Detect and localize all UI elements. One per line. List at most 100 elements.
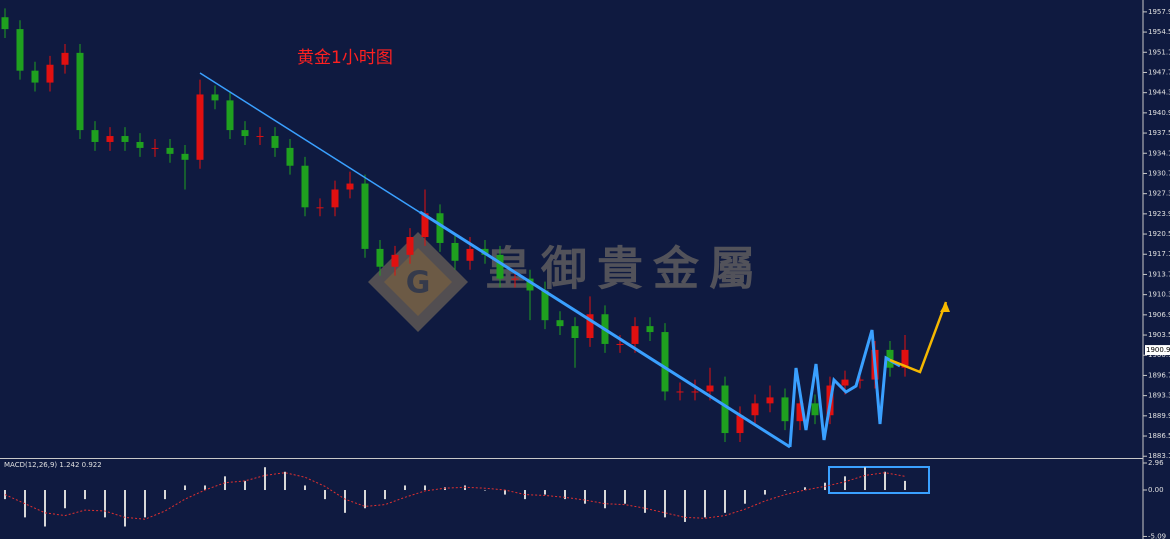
macd-bar — [644, 490, 646, 513]
macd-bar — [184, 485, 186, 491]
y-tick-label: 1944.30 — [1148, 89, 1170, 97]
macd-bar — [504, 490, 506, 495]
macd-highlight — [828, 466, 930, 494]
candle-body — [781, 397, 789, 422]
macd-bar — [684, 490, 686, 522]
macd-bar — [624, 490, 626, 504]
macd-bar — [884, 471, 886, 491]
annotations — [199, 72, 950, 494]
candle-body — [736, 415, 744, 434]
macd-bar — [64, 490, 66, 509]
y-tick-label: 2.96 — [1148, 459, 1164, 467]
candle-body — [91, 130, 99, 142]
y-tick-label: 1889.90 — [1148, 412, 1170, 420]
candle-body — [61, 52, 69, 65]
candle-body — [121, 136, 129, 142]
macd-bar — [124, 490, 126, 527]
candle-body — [31, 70, 39, 83]
candle-body — [256, 136, 264, 138]
candle-body — [241, 130, 249, 137]
y-tick-label: 1886.50 — [1148, 432, 1170, 440]
y-tick-label: 1913.70 — [1148, 270, 1170, 278]
macd-bar — [204, 485, 206, 491]
macd-bar — [664, 490, 666, 518]
candle-body — [706, 385, 714, 392]
y-tick-label: 1923.90 — [1148, 210, 1170, 218]
macd-bar — [344, 490, 346, 513]
candle-body — [331, 189, 339, 208]
y-tick-label: 1893.30 — [1148, 392, 1170, 400]
y-tick-label: -5.09 — [1148, 532, 1166, 539]
macd-bar — [564, 490, 566, 500]
y-tick-label: 1920.50 — [1148, 230, 1170, 238]
candle-body — [556, 320, 564, 327]
candle-body — [796, 403, 804, 422]
chart-title: 黄金1小时图 — [297, 48, 393, 68]
candle-body — [496, 254, 504, 279]
candle-body — [151, 147, 159, 149]
candle-body — [421, 213, 429, 238]
candle-body — [106, 136, 114, 142]
price-tag-label: 1900.97 — [1146, 346, 1170, 354]
macd-bar — [104, 490, 106, 518]
macd-bar — [164, 490, 166, 500]
macd-bar — [304, 485, 306, 491]
macd-bar — [544, 490, 546, 495]
y-tick-label: 1947.70 — [1148, 68, 1170, 76]
candle-body — [616, 343, 624, 345]
macd-bar — [424, 485, 426, 491]
macd-bar — [804, 487, 806, 491]
macd-bar — [764, 490, 766, 495]
y-tick-label: 1900.10 — [1148, 351, 1170, 359]
y-tick-label: 1940.90 — [1148, 109, 1170, 117]
candle-body — [721, 385, 729, 434]
candle-body — [436, 213, 444, 243]
y-tick-label: 1954.50 — [1148, 28, 1170, 36]
candle-body — [766, 397, 774, 404]
y-tick-label: 1896.70 — [1148, 371, 1170, 379]
candle-body — [346, 183, 354, 190]
candle-body — [631, 326, 639, 344]
candle-body — [181, 153, 189, 160]
y-tick-label: 1903.50 — [1148, 331, 1170, 339]
forecast-arrow — [889, 301, 948, 374]
candle-body — [691, 391, 699, 393]
watermark: G 皇御貴金屬 — [368, 232, 755, 332]
candle-body — [301, 165, 309, 208]
candle-body — [811, 403, 819, 416]
plot-area — [1, 8, 909, 442]
candle-body — [841, 379, 849, 386]
logo-inner — [384, 248, 452, 316]
macd-bar — [264, 467, 266, 491]
y-tick-label: 1934.10 — [1148, 149, 1170, 157]
y-tick-label: 1951.10 — [1148, 48, 1170, 56]
candle-body — [406, 237, 414, 255]
candle-body — [751, 403, 759, 416]
macd-title: MACD(12,26,9) 1.242 0.922 — [4, 461, 102, 469]
y-tick-label: 1917.10 — [1148, 250, 1170, 258]
candle-body — [136, 141, 144, 148]
macd-bar — [384, 490, 386, 500]
candle-body — [451, 242, 459, 261]
candle-body — [541, 290, 549, 321]
candle-body — [391, 254, 399, 267]
candle-body — [1, 17, 9, 30]
arrow-head — [940, 302, 950, 312]
price-tag — [1145, 345, 1170, 356]
y-tick-label: 1910.30 — [1148, 291, 1170, 299]
candle-body — [901, 349, 909, 368]
candle-body — [856, 379, 864, 381]
macd-bar — [864, 467, 866, 491]
y-tick-label: 1937.50 — [1148, 129, 1170, 137]
macd-bar — [584, 490, 586, 504]
macd-bar — [784, 490, 786, 491]
candle-body — [466, 248, 474, 261]
candle-body — [211, 94, 219, 101]
candle-body — [511, 278, 519, 280]
macd-bar — [364, 490, 366, 509]
macd-bar — [324, 490, 326, 500]
macd-bar — [484, 490, 486, 491]
candle-body — [361, 183, 369, 249]
macd-bar — [44, 490, 46, 527]
